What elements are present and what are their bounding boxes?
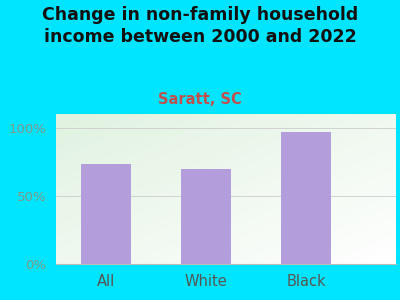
Bar — [81, 164, 131, 264]
Bar — [281, 132, 331, 264]
Text: Change in non-family household
income between 2000 and 2022: Change in non-family household income be… — [42, 6, 358, 46]
Text: Saratt, SC: Saratt, SC — [158, 92, 242, 106]
Bar — [181, 169, 231, 264]
